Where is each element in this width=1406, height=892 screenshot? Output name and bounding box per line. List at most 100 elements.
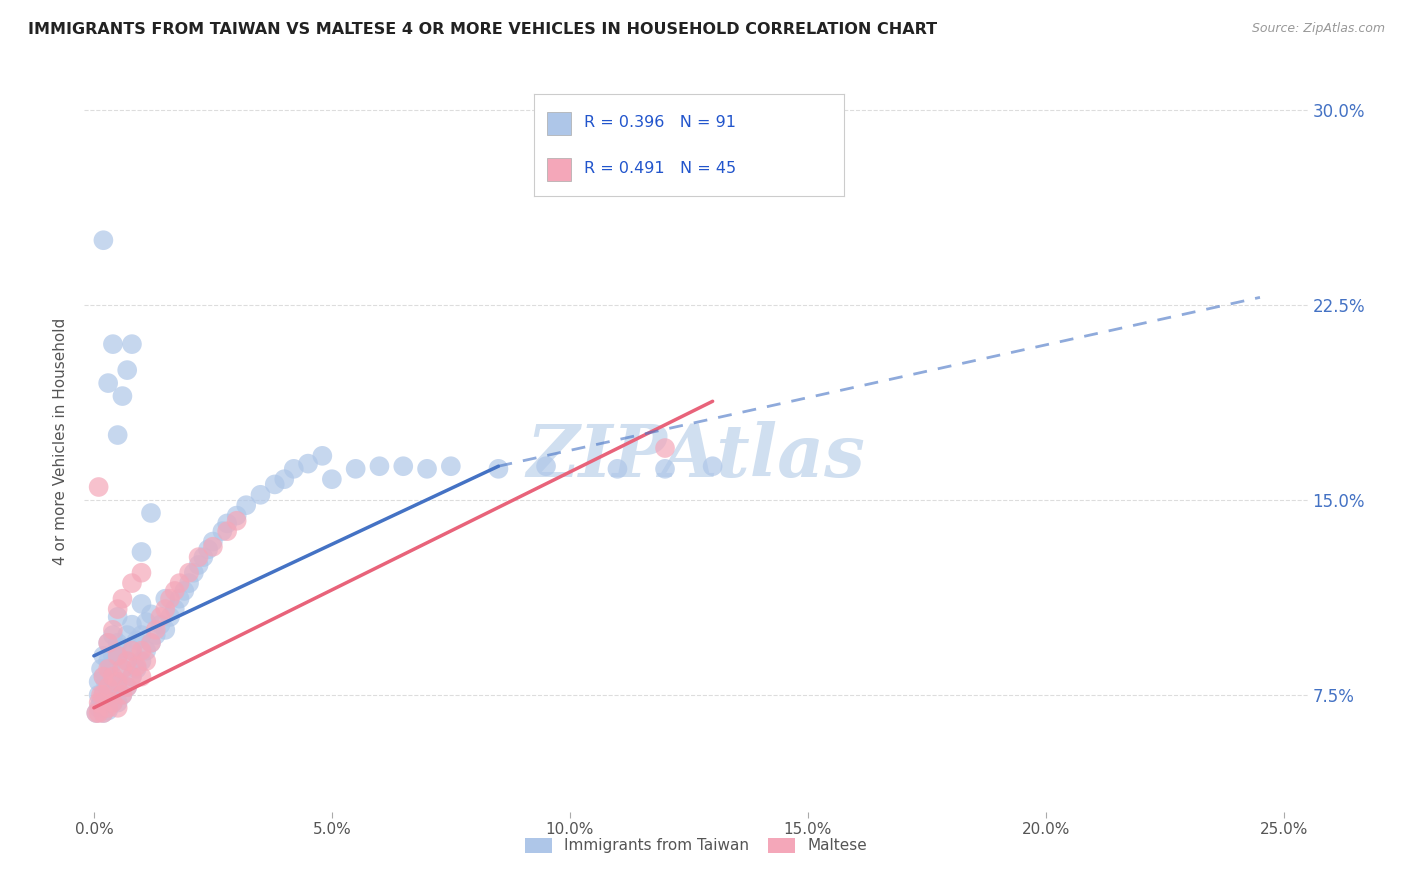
Point [115,628,138,642]
Point [87,706,110,720]
Point [155,623,177,637]
Point [177,566,200,580]
Point [101,337,124,351]
Point [93,233,115,247]
Point [235,498,257,512]
Point [107,602,129,616]
Point [163,602,186,616]
Point [84,706,107,720]
Point [101,696,124,710]
Point [107,636,129,650]
Point [131,670,153,684]
Point [311,449,333,463]
Point [94,696,117,710]
Point [101,696,124,710]
Point [155,591,177,606]
Point [94,674,117,689]
Point [93,688,115,702]
Point [121,643,143,657]
Point [131,545,153,559]
Text: IMMIGRANTS FROM TAIWAN VS MALTESE 4 OR MORE VEHICLES IN HOUSEHOLD CORRELATION CH: IMMIGRANTS FROM TAIWAN VS MALTESE 4 OR M… [28,22,938,37]
Point [197,542,219,557]
Point [344,462,367,476]
Point [111,389,134,403]
Point [145,623,167,637]
Point [115,654,138,668]
FancyBboxPatch shape [547,112,571,135]
Point [93,648,115,663]
Point [97,703,120,717]
Point [97,636,120,650]
Point [225,514,247,528]
Text: R = 0.396   N = 91: R = 0.396 N = 91 [583,115,735,130]
Point [135,615,157,629]
Point [321,472,343,486]
Point [217,524,239,538]
Point [111,641,134,656]
Point [90,662,112,676]
Point [97,701,120,715]
Y-axis label: 4 or more Vehicles in Household: 4 or more Vehicles in Household [53,318,69,566]
Point [101,648,124,663]
Point [177,576,200,591]
Point [606,462,628,476]
Point [115,680,138,694]
Point [440,459,463,474]
Point [139,636,162,650]
Point [100,693,122,707]
Point [93,670,115,684]
Point [100,659,122,673]
FancyBboxPatch shape [547,158,571,181]
Point [121,670,143,684]
Point [97,670,120,684]
Point [159,591,181,606]
Point [115,654,138,668]
Point [283,462,305,476]
Point [84,706,107,720]
Point [97,680,120,694]
Point [107,648,129,663]
Point [101,623,124,637]
Point [87,674,110,689]
Point [139,636,162,650]
Point [131,628,153,642]
Point [368,459,391,474]
Point [187,558,209,572]
Point [217,516,239,531]
Point [101,628,124,642]
Point [97,376,120,390]
Point [121,576,143,591]
Point [187,550,209,565]
Point [145,628,167,642]
Point [159,610,181,624]
Point [488,462,510,476]
Point [111,688,134,702]
Point [163,583,186,598]
Point [97,662,120,676]
Point [131,654,153,668]
Point [225,508,247,523]
Point [121,617,143,632]
Point [107,701,129,715]
Point [87,480,110,494]
Point [111,662,134,676]
Point [97,636,120,650]
Point [125,633,148,648]
Point [249,488,271,502]
Point [135,643,157,657]
Point [131,597,153,611]
Point [121,643,143,657]
Point [193,550,215,565]
Point [115,680,138,694]
Point [135,654,157,668]
Point [107,648,129,663]
Point [97,688,120,702]
Point [139,607,162,622]
Point [169,591,191,606]
Point [149,617,172,632]
Point [297,457,319,471]
Point [90,688,112,702]
Point [211,524,233,538]
Point [155,602,177,616]
Text: ZIPAtlas: ZIPAtlas [527,421,865,491]
